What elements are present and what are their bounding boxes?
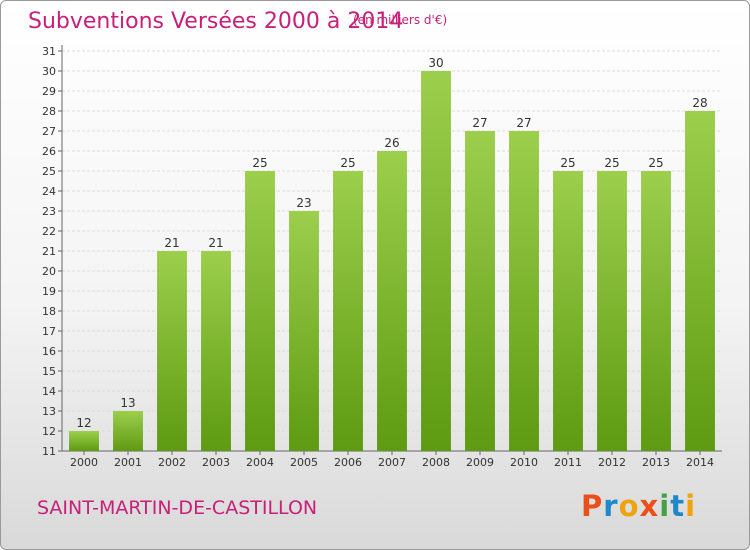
y-tick-label: 27 xyxy=(42,125,56,138)
bar xyxy=(157,251,187,451)
x-tick-label: 2005 xyxy=(290,456,318,469)
bar xyxy=(333,171,363,451)
bar-value-label: 25 xyxy=(604,156,619,170)
bar-value-label: 25 xyxy=(252,156,267,170)
logo-letter: i xyxy=(685,489,697,523)
bar xyxy=(377,151,407,451)
bar-value-label: 27 xyxy=(516,116,531,130)
bar-value-label: 27 xyxy=(472,116,487,130)
bar xyxy=(245,171,275,451)
y-tick-label: 31 xyxy=(42,45,56,58)
y-tick-label: 18 xyxy=(42,305,56,318)
bar xyxy=(421,71,451,451)
y-tick-label: 26 xyxy=(42,145,56,158)
x-tick-label: 2007 xyxy=(378,456,406,469)
x-tick-label: 2004 xyxy=(246,456,274,469)
bar-labels: 12 13 21 21 25 23 25 26 30 27 27 25 25 25 28 xyxy=(76,56,707,430)
x-tick-label: 2003 xyxy=(202,456,230,469)
bar xyxy=(641,171,671,451)
y-tick-label: 16 xyxy=(42,345,56,358)
bar xyxy=(509,131,539,451)
y-tick-label: 19 xyxy=(42,285,56,298)
logo-letter: o xyxy=(618,489,640,523)
proxiti-logo: Proxiti xyxy=(581,489,696,523)
logo-letter: i xyxy=(659,489,671,523)
y-tick-label: 21 xyxy=(42,245,56,258)
x-tick-label: 2006 xyxy=(334,456,362,469)
bar xyxy=(69,431,99,451)
bar-value-label: 30 xyxy=(428,56,443,70)
bar xyxy=(465,131,495,451)
bar-value-label: 21 xyxy=(164,236,179,250)
bar-value-label: 26 xyxy=(384,136,399,150)
bar-value-label: 25 xyxy=(340,156,355,170)
logo-letter: P xyxy=(581,489,604,523)
y-tick-label: 23 xyxy=(42,205,56,218)
bar-value-label: 28 xyxy=(692,96,707,110)
x-tick-labels: 2000 2001 2002 2003 2004 2005 2006 2007 2008 2009… xyxy=(70,456,714,469)
x-tick-label: 2012 xyxy=(598,456,626,469)
bar xyxy=(553,171,583,451)
bar xyxy=(113,411,143,451)
chart-subtitle: (en milliers d'€) xyxy=(353,13,448,27)
logo-letter: r xyxy=(603,489,619,523)
y-tick-label: 14 xyxy=(42,385,56,398)
x-tick-label: 2011 xyxy=(554,456,582,469)
chart-title: Subventions Versées 2000 à 2014 xyxy=(28,9,404,34)
x-tick-label: 2014 xyxy=(686,456,714,469)
bar-value-label: 25 xyxy=(648,156,663,170)
logo-letter: t xyxy=(670,489,686,523)
y-tick-labels: 11 12 13 14 15 16 17 18 19 20 21 22 23 24 25 26 27 28 29 30… xyxy=(42,45,56,458)
y-tick-label: 17 xyxy=(42,325,56,338)
y-tick-label: 30 xyxy=(42,65,56,78)
x-tick-label: 2009 xyxy=(466,456,494,469)
y-tick-label: 12 xyxy=(42,425,56,438)
x-tick-label: 2010 xyxy=(510,456,538,469)
bar-value-label: 23 xyxy=(296,196,311,210)
x-tick-label: 2013 xyxy=(642,456,670,469)
bar-value-label: 21 xyxy=(208,236,223,250)
y-tick-label: 25 xyxy=(42,165,56,178)
y-tick-label: 13 xyxy=(42,405,56,418)
bar-value-label: 13 xyxy=(120,396,135,410)
bar xyxy=(289,211,319,451)
bar xyxy=(597,171,627,451)
y-tick-label: 20 xyxy=(42,265,56,278)
bar xyxy=(201,251,231,451)
y-tick-label: 29 xyxy=(42,85,56,98)
x-tick-label: 2008 xyxy=(422,456,450,469)
y-tick-label: 11 xyxy=(42,445,56,458)
y-tick-label: 22 xyxy=(42,225,56,238)
logo-letter: x xyxy=(639,489,660,523)
bar-value-label: 12 xyxy=(76,416,91,430)
y-tick-label: 15 xyxy=(42,365,56,378)
x-tick-label: 2000 xyxy=(70,456,98,469)
x-tick-label: 2001 xyxy=(114,456,142,469)
y-tick-label: 24 xyxy=(42,185,56,198)
bar xyxy=(685,111,715,451)
bar-value-label: 25 xyxy=(560,156,575,170)
x-tick-label: 2002 xyxy=(158,456,186,469)
commune-name: SAINT-MARTIN-DE-CASTILLON xyxy=(37,497,318,519)
y-tick-label: 28 xyxy=(42,105,56,118)
bars xyxy=(69,71,715,451)
